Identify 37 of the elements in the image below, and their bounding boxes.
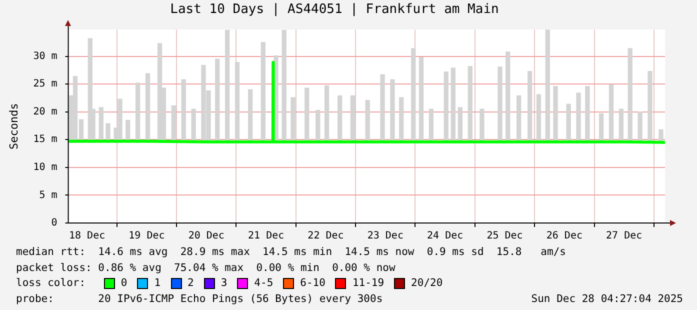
- legend-label: 2: [188, 276, 194, 291]
- bar: [135, 82, 140, 143]
- y-tick-label: 20 m: [33, 106, 58, 118]
- x-tick-label: 20 Dec: [188, 230, 224, 242]
- y-tick-label: 10 m: [33, 162, 58, 174]
- text: Sun Dec 28 04:27:04 2025: [531, 292, 683, 306]
- legend-label: 20/20: [411, 276, 443, 291]
- y-tick-label: 0: [51, 218, 58, 229]
- y-tick-label: 25 m: [33, 78, 58, 90]
- text: median rtt: 14.6 ms avg 28.9 ms max 14.5 ms min 14.5 ms now 0.9 ms sd 15.8 am/s: [16, 245, 567, 260]
- y-axis-title: Seconds: [7, 103, 20, 150]
- x-tick-label: 22 Dec: [308, 230, 344, 242]
- x-tick-label: 26 Dec: [546, 230, 582, 242]
- x-tick-label: 18 Dec: [68, 230, 106, 242]
- legend-title: loss color:: [16, 276, 87, 291]
- bar: [118, 98, 122, 143]
- y-tick-label: 5 m: [39, 190, 58, 201]
- y-tick-label: 30 m: [33, 50, 58, 62]
- legend-label: 3: [220, 276, 228, 291]
- x-tick-label: 27 Dec: [606, 230, 642, 242]
- bar: [648, 70, 652, 143]
- legend-label: 0: [120, 276, 128, 291]
- legend-label: 1: [154, 276, 161, 291]
- x-tick-label: 19 Dec: [128, 230, 165, 242]
- x-tick-label: 24 Dec: [427, 230, 464, 242]
- y-tick-label: 15 m: [33, 134, 58, 146]
- legend-label: 6-10: [300, 276, 326, 291]
- bar: [145, 73, 150, 143]
- chart-title: Last 10 Days | AS44051 | Frankfurt am Main: [170, 2, 499, 18]
- legend-label: 11-19: [352, 276, 384, 291]
- bar: [638, 112, 642, 143]
- x-tick-label: 25 Dec: [486, 230, 523, 242]
- x-tick-label: 21 Dec: [248, 230, 284, 242]
- x-tick-label: 23 Dec: [367, 230, 404, 242]
- legend-label: 4-5: [254, 276, 274, 291]
- text: probe: 20 IPv6-ICMP Echo Pings (56 Bytes) every 300s: [16, 292, 383, 304]
- text: packet loss: 0.86 % avg 75.04 % max 0.00 % min 0.00 % now: [16, 260, 396, 276]
